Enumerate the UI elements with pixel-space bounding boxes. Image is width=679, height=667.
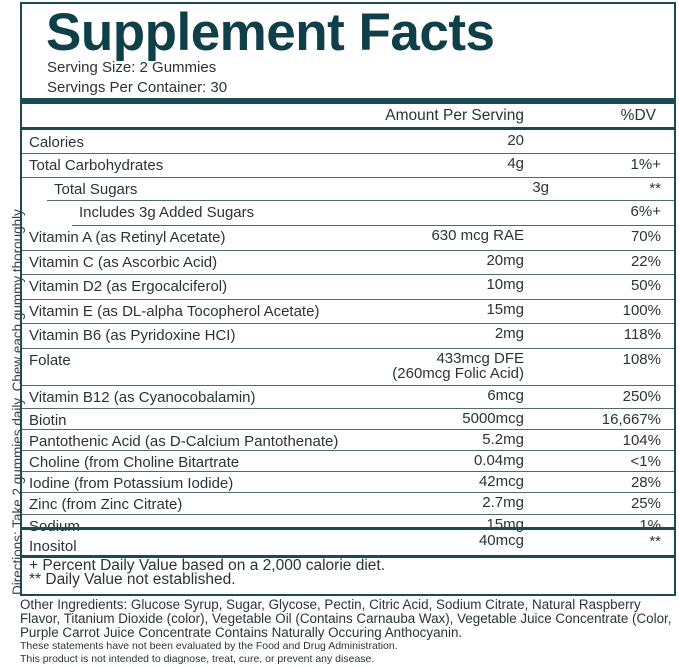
nutrient-name: Vitamin C (as Ascorbic Acid) bbox=[29, 254, 218, 271]
nutrient-amount: 5.2mg bbox=[482, 431, 524, 448]
nutrient-name: Zinc (from Zinc Citrate) bbox=[29, 496, 183, 513]
other-ingredients: Other Ingredients: Glucose Syrup, Sugar,… bbox=[20, 598, 679, 666]
nutrient-name: Choline (from Choline Bitartrate bbox=[29, 454, 240, 471]
amount-header: Amount Per Serving bbox=[385, 107, 524, 124]
nutrient-amount: 6mcg bbox=[487, 387, 524, 404]
other-ingredients-text: Other Ingredients: Glucose Syrup, Sugar,… bbox=[20, 597, 672, 640]
nutrient-amount: 2mg bbox=[494, 325, 524, 342]
nutrient-amount: 5000mcg bbox=[462, 410, 524, 427]
nutrient-amount: 0.04mg bbox=[473, 452, 524, 469]
nutrient-name: Iodine (from Potassium Iodide) bbox=[29, 475, 234, 492]
nutrient-amount: 20 bbox=[507, 132, 524, 149]
table-row: Total Carbohydrates 4g 1%+ bbox=[22, 154, 674, 178]
nutrient-name: Biotin bbox=[29, 412, 67, 429]
footnote-plus: + Percent Daily Value based on a 2,000 c… bbox=[29, 557, 386, 574]
fda-disclaimer-2: This product is not intended to diagnose… bbox=[20, 653, 375, 665]
divider-thick bbox=[22, 98, 674, 104]
nutrient-name: Inositol bbox=[29, 538, 77, 555]
nutrient-dv: ** bbox=[649, 533, 661, 550]
nutrient-table: Calories 20 Total Carbohydrates 4g 1%+ Total … bbox=[22, 131, 674, 539]
nutrient-amount: 2.7mg bbox=[482, 494, 524, 511]
nutrient-name: Calories bbox=[29, 134, 85, 151]
nutrient-amount: 10mg bbox=[486, 276, 524, 293]
nutrient-name: Total Sugars bbox=[54, 181, 138, 198]
nutrient-name: Sodium bbox=[29, 518, 80, 535]
table-row: Vitamin A (as Retinyl Acetate) 630 mcg RA… bbox=[22, 226, 674, 251]
nutrient-amount: 20mg bbox=[486, 252, 524, 269]
table-row: Vitamin D2 (as Ergocalciferol) 10mg 50% bbox=[22, 275, 674, 300]
table-row: Choline (from Choline Bitartrate 0.04mg <1… bbox=[22, 451, 674, 472]
supplement-facts-panel: Supplement Facts Serving Size: 2 Gummies… bbox=[20, 2, 676, 596]
table-row: Iodine (from Potassium Iodide) 42mcg 28% bbox=[22, 472, 674, 493]
panel-title: Supplement Facts bbox=[46, 3, 495, 62]
nutrient-dv: 1%+ bbox=[630, 156, 661, 173]
nutrient-dv: 250% bbox=[622, 388, 661, 405]
nutrient-dv: 16,667% bbox=[601, 411, 661, 428]
nutrient-dv: 100% bbox=[622, 302, 661, 319]
nutrient-name: Vitamin D2 (as Ergocalciferol) bbox=[29, 278, 228, 295]
nutrient-dv: 108% bbox=[622, 351, 661, 368]
nutrient-dv: 6%+ bbox=[630, 203, 661, 220]
footnote-stars: ** Daily Value not established. bbox=[29, 571, 236, 588]
serving-size: Serving Size: 2 Gummies bbox=[47, 59, 217, 76]
nutrient-name: Vitamin E (as DL-alpha Tocopherol Acetat… bbox=[29, 303, 320, 320]
table-row: Pantothenic Acid (as D-Calcium Pantothen… bbox=[22, 430, 674, 451]
table-row: Vitamin B12 (as Cyanocobalamin) 6mcg 250% bbox=[22, 386, 674, 409]
footnotes: + Percent Daily Value based on a 2,000 c… bbox=[29, 557, 386, 588]
table-row: Zinc (from Zinc Citrate) 2.7mg 25% bbox=[22, 493, 674, 515]
table-row: Calories 20 bbox=[22, 131, 674, 154]
table-row: Vitamin C (as Ascorbic Acid) 20mg 22% bbox=[22, 251, 674, 275]
nutrient-name: Vitamin B12 (as Cyanocobalamin) bbox=[29, 389, 256, 406]
nutrient-amount: 3g bbox=[532, 179, 549, 196]
nutrient-name: Includes 3g Added Sugars bbox=[79, 204, 255, 221]
divider-header bbox=[22, 127, 674, 130]
nutrient-name: Vitamin B6 (as Pyridoxine HCI) bbox=[29, 327, 236, 344]
servings-per-container: Servings Per Container: 30 bbox=[47, 79, 228, 96]
nutrient-amount-detail: (260mcg Folic Acid) bbox=[392, 365, 524, 382]
table-row: Inositol 40mcg ** bbox=[22, 531, 674, 555]
table-row: Total Sugars 3g ** bbox=[47, 178, 674, 201]
nutrient-dv: 28% bbox=[630, 474, 661, 491]
nutrient-name: Vitamin A (as Retinyl Acetate) bbox=[29, 229, 226, 246]
nutrient-name: Folate bbox=[29, 352, 71, 369]
nutrient-dv: 25% bbox=[630, 495, 661, 512]
nutrient-amount: 433mcg DFE bbox=[436, 350, 524, 367]
divider-thick bbox=[22, 555, 674, 558]
table-row: Biotin 5000mcg 16,667% bbox=[22, 409, 674, 430]
nutrient-dv: 50% bbox=[630, 277, 661, 294]
nutrient-dv: 22% bbox=[630, 253, 661, 270]
nutrient-amount: 630 mcg RAE bbox=[431, 227, 524, 244]
nutrient-name: Pantothenic Acid (as D-Calcium Pantothen… bbox=[29, 433, 339, 450]
table-row: Folate 433mcg DFE (260mcg Folic Acid) 108% bbox=[22, 349, 674, 386]
nutrient-amount: 4g bbox=[507, 155, 524, 172]
nutrient-dv: 104% bbox=[622, 432, 661, 449]
nutrient-name: Total Carbohydrates bbox=[29, 157, 164, 174]
nutrient-dv: 70% bbox=[630, 228, 661, 245]
nutrient-amount: 40mcg bbox=[478, 532, 524, 549]
nutrient-amount: 15mg bbox=[486, 301, 524, 318]
dv-header: %DV bbox=[620, 107, 656, 124]
nutrient-amount: 42mcg bbox=[478, 473, 524, 490]
table-row: Vitamin E (as DL-alpha Tocopherol Acetat… bbox=[22, 300, 674, 324]
nutrient-dv: ** bbox=[649, 180, 661, 197]
nutrient-dv: <1% bbox=[630, 453, 661, 470]
table-row: Includes 3g Added Sugars 6%+ bbox=[72, 201, 674, 226]
nutrient-dv: 118% bbox=[623, 326, 661, 343]
table-row: Vitamin B6 (as Pyridoxine HCI) 2mg 118% bbox=[22, 324, 674, 349]
divider-thick bbox=[22, 527, 674, 530]
fda-disclaimer-1: These statements have not been evaluated… bbox=[20, 640, 398, 652]
